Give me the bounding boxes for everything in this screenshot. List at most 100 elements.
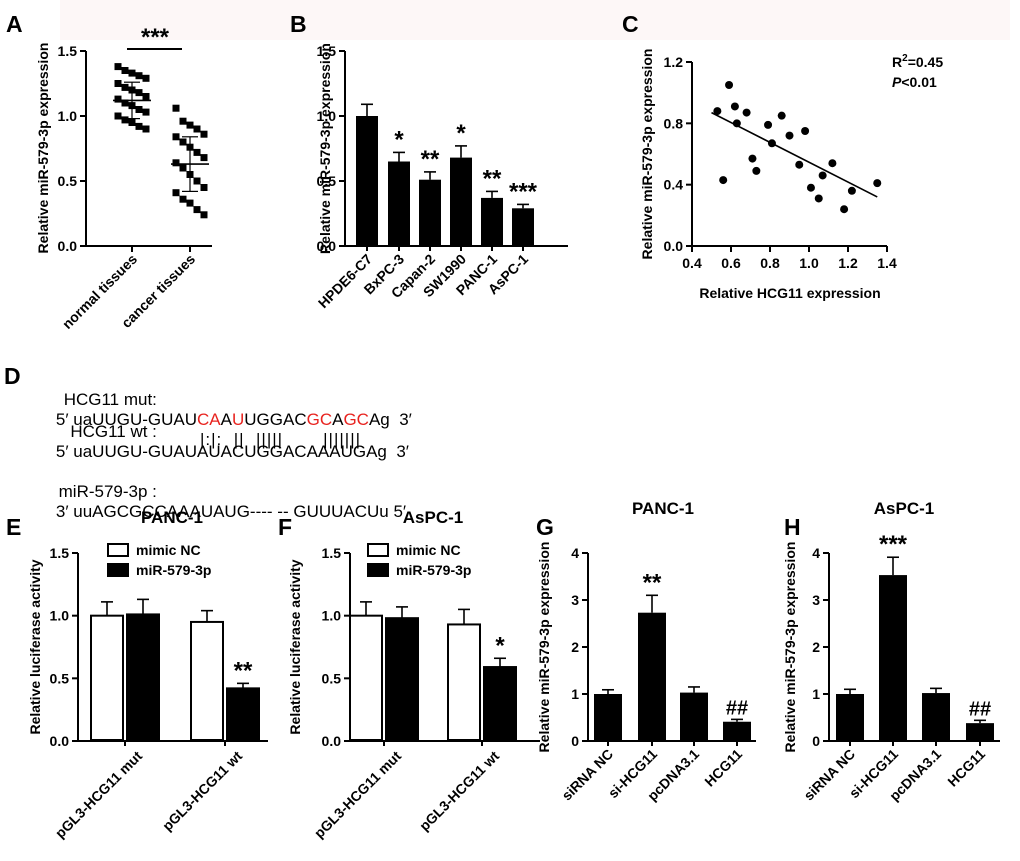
hcg11-mut-sequence: 5′ uaUUGU-GUAUCAAUUGGACGCAGCAg 3′ <box>55 410 412 429</box>
b-bar <box>419 179 441 246</box>
e-title: PANC-1 <box>141 508 203 527</box>
h-y-tick-label: 1 <box>812 686 820 702</box>
a-point <box>193 125 201 133</box>
f-y-tick-label: 0.0 <box>322 733 342 749</box>
hcg11-wt-row: HCG11 wt : 5′ uaUUGU-GUAUAUACUGGACAAAUGA… <box>37 402 409 482</box>
e-x-tick-label: pGL3-HCG11 wt <box>159 748 245 834</box>
c-point <box>818 171 827 180</box>
b-significance: * <box>394 126 404 153</box>
panel-letter-a: A <box>6 11 23 37</box>
c-point <box>752 166 761 175</box>
c-fit-line <box>711 111 878 198</box>
e-legend-swatch <box>107 543 129 557</box>
a-y-label: Relative miR-579-3p expression <box>35 43 51 254</box>
e-y-tick-label: 1.0 <box>50 608 70 624</box>
mir-row: miR-579-3p : 3′ uuAGCGCCAAAUAUG---- -- G… <box>37 462 406 542</box>
a-y-tick-label: 1.0 <box>58 108 78 124</box>
b-bar <box>356 116 378 246</box>
b-bar <box>512 208 534 246</box>
f-legend-label: mimic NC <box>396 542 461 558</box>
e-y-label: Relative luciferase activity <box>27 559 43 734</box>
e-bar <box>190 620 224 742</box>
a-point <box>193 177 201 185</box>
base-pairing-lines: |:|: || ||||| ||||||| <box>200 430 362 449</box>
f-bar <box>385 617 419 742</box>
a-point <box>200 211 208 219</box>
b-significance: * <box>456 120 466 147</box>
c-y-tick-label: 0.0 <box>664 238 684 254</box>
hcg11-wt-sequence: 5′ uaUUGU-GUAUAUACUGGACAAAUGAg 3′ <box>55 442 409 461</box>
e-legend-label: mimic NC <box>136 542 201 558</box>
g-title: PANC-1 <box>632 499 694 518</box>
hcg11-mut-row: HCG11 mut: 5′ uaUUGU-GUAUCAAUUGGACGCAGCA… <box>37 370 412 450</box>
a-point <box>114 112 122 120</box>
g-x-tick-label: siRNA NC <box>558 746 616 804</box>
a-y-tick-label: 0.0 <box>58 238 78 254</box>
mir-label: miR-579-3p : <box>58 482 157 501</box>
c-point <box>719 176 728 185</box>
c-r2-label: R2=0.45 <box>892 53 943 70</box>
panel-letter-f: F <box>278 514 292 540</box>
c-y-label: Relative miR-579-3p expression <box>639 49 655 260</box>
a-point <box>121 67 129 74</box>
c-point <box>730 102 739 111</box>
a-point <box>114 95 122 103</box>
h-bar <box>836 694 864 741</box>
f-bar <box>349 614 383 742</box>
g-y-tick-label: 2 <box>571 639 579 655</box>
e-y-tick-label: 1.5 <box>50 545 70 561</box>
c-point <box>713 107 722 116</box>
panel-letter-g: G <box>536 514 554 540</box>
h-bar <box>966 723 994 741</box>
e-legend-label: miR-579-3p <box>136 562 211 578</box>
c-point <box>806 183 815 192</box>
g-bar <box>594 694 622 741</box>
a-point <box>179 117 187 125</box>
a-point <box>135 72 143 80</box>
c-x-label: Relative HCG11 expression <box>699 285 880 301</box>
b-bar <box>450 157 472 246</box>
b-significance: ** <box>421 146 440 173</box>
a-point <box>193 206 201 214</box>
b-bar <box>388 161 410 246</box>
a-point <box>135 122 143 130</box>
c-x-tick-label: 0.4 <box>682 255 702 271</box>
a-point <box>128 69 136 77</box>
c-point <box>764 120 773 129</box>
f-y-label: Relative luciferase activity <box>287 559 303 734</box>
f-significance: * <box>495 632 505 659</box>
b-y-tick-label: 0.5 <box>317 173 337 189</box>
h-y-tick-label: 0 <box>812 733 820 749</box>
a-point <box>172 133 180 141</box>
c-point <box>785 131 794 140</box>
c-x-tick-label: 1.2 <box>838 255 858 271</box>
b-bar <box>481 197 503 246</box>
a-point <box>114 63 122 71</box>
f-y-tick-label: 1.5 <box>322 545 342 561</box>
a-point <box>200 130 208 138</box>
h-y-tick-label: 2 <box>812 639 820 655</box>
h-bar <box>922 693 950 741</box>
h-bar <box>879 575 907 741</box>
panel-letter-c: C <box>622 11 639 37</box>
f-bar <box>483 666 517 742</box>
panel-letter-d: D <box>4 363 21 389</box>
c-x-tick-label: 0.6 <box>721 255 741 271</box>
c-x-tick-label: 1.4 <box>877 255 897 271</box>
c-y-tick-label: 0.4 <box>664 177 684 193</box>
a-point <box>142 125 150 133</box>
f-y-tick-label: 0.5 <box>322 670 342 686</box>
a-point <box>200 154 208 162</box>
a-point <box>121 99 129 107</box>
f-legend-swatch <box>367 563 389 577</box>
a-point <box>186 199 194 207</box>
h-y-label: Relative miR-579-3p expression <box>782 542 798 753</box>
a-point <box>172 104 180 112</box>
c-point <box>814 194 823 203</box>
e-y-tick-label: 0.5 <box>50 670 70 686</box>
a-point <box>193 148 201 156</box>
c-point <box>777 111 786 120</box>
hcg11-wt-label: HCG11 wt : <box>70 422 157 441</box>
g-significance: ** <box>643 569 662 596</box>
g-x-tick-label: HCG11 <box>701 746 745 790</box>
